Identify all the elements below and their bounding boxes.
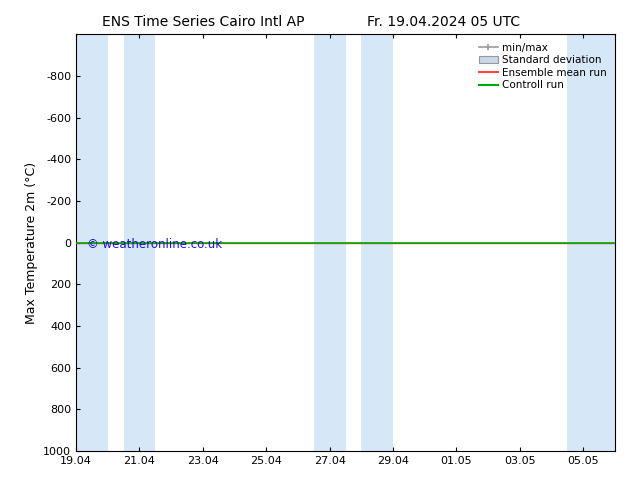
Y-axis label: Max Temperature 2m (°C): Max Temperature 2m (°C) — [25, 162, 37, 323]
Bar — [124, 34, 155, 451]
Text: Fr. 19.04.2024 05 UTC: Fr. 19.04.2024 05 UTC — [367, 15, 521, 29]
Bar — [567, 34, 615, 451]
Bar — [361, 34, 393, 451]
Legend: min/max, Standard deviation, Ensemble mean run, Controll run: min/max, Standard deviation, Ensemble me… — [476, 40, 610, 94]
Text: © weatheronline.co.uk: © weatheronline.co.uk — [87, 238, 222, 251]
Text: ENS Time Series Cairo Intl AP: ENS Time Series Cairo Intl AP — [101, 15, 304, 29]
Bar — [76, 34, 108, 451]
Bar — [314, 34, 346, 451]
